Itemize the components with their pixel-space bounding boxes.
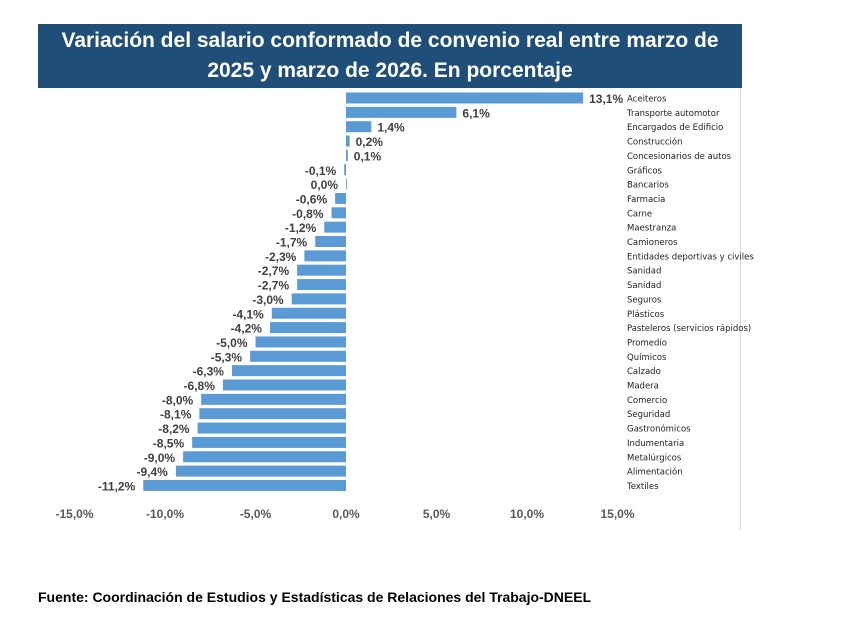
value-label-6: -0,1% (305, 164, 337, 178)
category-label-19: Químicos (627, 353, 667, 363)
source-note: Fuente: Coordinación de Estudios y Estad… (38, 589, 592, 605)
value-label-15: -3,0% (252, 293, 284, 307)
value-label-25: -8,5% (153, 436, 185, 450)
value-label-5: 0,1% (354, 149, 382, 163)
value-label-10: -1,2% (285, 221, 317, 235)
value-label-17: -4,2% (231, 322, 263, 336)
category-label-20: Calzado (627, 367, 661, 377)
x-tick-label-4: 0,0% (332, 507, 360, 521)
category-label-1: Aceiteros (627, 95, 667, 105)
bar-20 (231, 365, 346, 377)
chart-title-banner: Variación del salario conformado de conv… (38, 24, 742, 88)
value-label-16: -4,1% (232, 307, 264, 321)
category-label-10: Maestranza (627, 224, 676, 234)
category-label-3: Encargados de Edificio (627, 123, 723, 133)
value-label-13: -2,7% (258, 264, 290, 278)
plot-area-border (740, 88, 741, 530)
category-label-24: Gastronómicos (627, 424, 691, 435)
value-label-4: 0,2% (356, 135, 384, 149)
category-label-17: Pasteleros (servicios rápidos) (627, 324, 751, 334)
value-label-2: 6,1% (462, 106, 490, 120)
bar-2 (346, 106, 457, 118)
value-label-14: -2,7% (258, 279, 290, 293)
category-label-2: Transporte automotor (626, 109, 720, 119)
value-label-20: -6,3% (193, 365, 225, 379)
bar-5 (346, 149, 348, 161)
category-label-16: Plásticos (627, 310, 665, 320)
category-label-18: Promedio (627, 338, 667, 348)
bar-6 (344, 164, 346, 176)
chart-title: Variación del salario conformado de conv… (61, 29, 719, 82)
bar-4 (346, 135, 350, 147)
value-label-23: -8,1% (160, 408, 192, 422)
category-label-26: Metalúrgicos (627, 453, 682, 463)
x-tick-label-2: -10,0% (146, 507, 184, 521)
bar-25 (192, 436, 346, 448)
category-label-25: Indumentaria (627, 439, 684, 449)
value-label-8: -0,6% (296, 192, 328, 206)
category-label-14: Sanidad (627, 281, 661, 291)
category-label-4: Construcción (627, 137, 682, 148)
x-tick-label-6: 10,0% (510, 507, 544, 521)
category-label-27: Alimentación (627, 467, 683, 478)
category-label-12: Entidades deportivas y civiles (627, 252, 754, 262)
bar-27 (175, 465, 346, 477)
bar-7 (346, 178, 347, 190)
value-label-9: -0,8% (292, 207, 324, 221)
category-label-8: Farmacia (627, 195, 665, 205)
bar-11 (315, 236, 346, 247)
bar-16 (271, 307, 346, 319)
value-label-11: -1,7% (276, 236, 308, 250)
bar-10 (324, 221, 346, 233)
bar-28 (143, 479, 346, 491)
value-label-19: -5,3% (211, 350, 243, 364)
value-label-26: -9,0% (144, 451, 176, 465)
bar-22 (201, 393, 346, 405)
category-label-22: Comercio (627, 396, 667, 406)
category-label-23: Seguridad (627, 410, 670, 420)
bar-9 (331, 207, 346, 219)
category-label-28: Textiles (626, 482, 659, 492)
bar-23 (199, 408, 346, 420)
bar-17 (269, 322, 346, 334)
bar-8 (335, 192, 346, 204)
bar-1 (346, 92, 584, 104)
category-label-7: Bancarios (627, 181, 669, 191)
value-label-27: -9,4% (137, 465, 169, 479)
category-label-9: Carne (627, 209, 652, 219)
value-label-22: -8,0% (162, 393, 194, 407)
value-label-7: 0,0% (311, 178, 339, 192)
bar-13 (297, 264, 346, 276)
value-label-24: -8,2% (158, 422, 190, 436)
category-label-15: Seguros (627, 295, 662, 305)
bar-26 (183, 451, 346, 463)
bar-12 (304, 250, 346, 262)
bar-3 (346, 121, 372, 133)
bar-19 (250, 350, 346, 362)
value-label-21: -6,8% (184, 379, 216, 393)
category-label-21: Madera (627, 382, 659, 392)
bar-24 (197, 422, 346, 434)
category-label-5: Concesionarios de autos (627, 152, 732, 162)
bar-14 (297, 279, 346, 291)
category-label-13: Sanidad (627, 267, 661, 277)
value-label-1: 13,1% (589, 92, 623, 106)
x-tick-label-1: -15,0% (55, 507, 93, 521)
value-label-3: 1,4% (377, 121, 405, 135)
x-tick-label-5: 5,0% (423, 507, 451, 521)
bar-18 (255, 336, 346, 348)
bar-15 (291, 293, 346, 305)
category-label-11: Camioneros (627, 238, 678, 248)
category-label-6: Gráficos (627, 166, 663, 176)
x-tick-label-7: 15,0% (600, 507, 634, 521)
value-label-28: -11,2% (98, 479, 136, 493)
x-tick-label-3: -5,0% (240, 507, 272, 521)
bar-21 (222, 379, 346, 391)
value-label-12: -2,3% (265, 250, 297, 264)
value-label-18: -5,0% (216, 336, 248, 350)
